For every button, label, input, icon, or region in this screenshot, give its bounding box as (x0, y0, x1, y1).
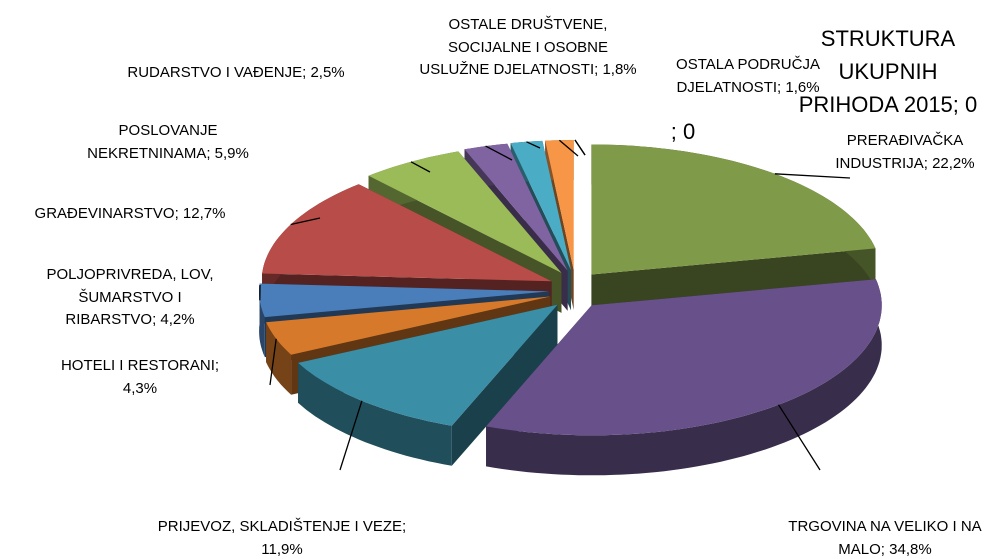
data-label: GRAĐEVINARSTVO; 12,7% (34, 205, 226, 222)
leader-line (526, 141, 541, 149)
leader-line (339, 400, 363, 471)
leader-line (777, 404, 821, 471)
leader-line (269, 338, 277, 386)
slice-top (262, 184, 552, 282)
slice-top (545, 140, 574, 270)
data-label: POSLOVANJE NEKRETNINAMA; 5,9% (87, 122, 249, 162)
slice-top (259, 283, 550, 318)
slice-top (510, 140, 571, 271)
slice (298, 304, 558, 466)
slice-top (486, 279, 882, 436)
leader-line (558, 139, 579, 157)
leader-line (485, 145, 513, 161)
data-label: POLJOPRIVREDA, LOV, ŠUMARSTVO I RIBARSTV… (46, 266, 214, 328)
data-label: OSTALE DRUŠTVENE, SOCIJALNE I OSOBNE USL… (419, 16, 637, 78)
data-label: ; 0 (670, 119, 696, 144)
slice-side (591, 248, 876, 315)
slice-top (298, 304, 558, 426)
leader-line (774, 173, 851, 179)
slice-wall (298, 362, 452, 466)
slice-top (464, 143, 568, 271)
data-label: PRIJEVOZ, SKLADIŠTENJE I VEZE; 11,9% (157, 518, 407, 558)
leader-line (410, 161, 431, 173)
data-label: OSTALA PODRUČJA DJELATNOSTI; 1,6% (676, 56, 820, 96)
data-label: HOTELI I RESTORANI; 4,3% (60, 357, 220, 397)
leader-line (574, 139, 586, 156)
slice-top (591, 144, 876, 275)
slice-wall (486, 279, 882, 476)
data-label: PRERAĐIVAČKA INDUSTRIJA; 22,2% (835, 132, 975, 172)
slice-wall (259, 283, 265, 358)
data-label: STRUKTURA UKUPNIH PRIHODA 2015; 0 (798, 26, 978, 117)
slice (486, 279, 882, 476)
slice-side (266, 296, 551, 363)
slice-wall (266, 322, 292, 395)
data-label: TRGOVINA NA VELIKO I NA MALO; 34,8% (788, 518, 982, 558)
data-label: RUDARSTVO I VAĐENJE; 2,5% (127, 64, 345, 81)
slice (591, 144, 876, 315)
slice-top (266, 296, 551, 355)
slice-top (368, 151, 562, 273)
leader-line (290, 217, 321, 226)
